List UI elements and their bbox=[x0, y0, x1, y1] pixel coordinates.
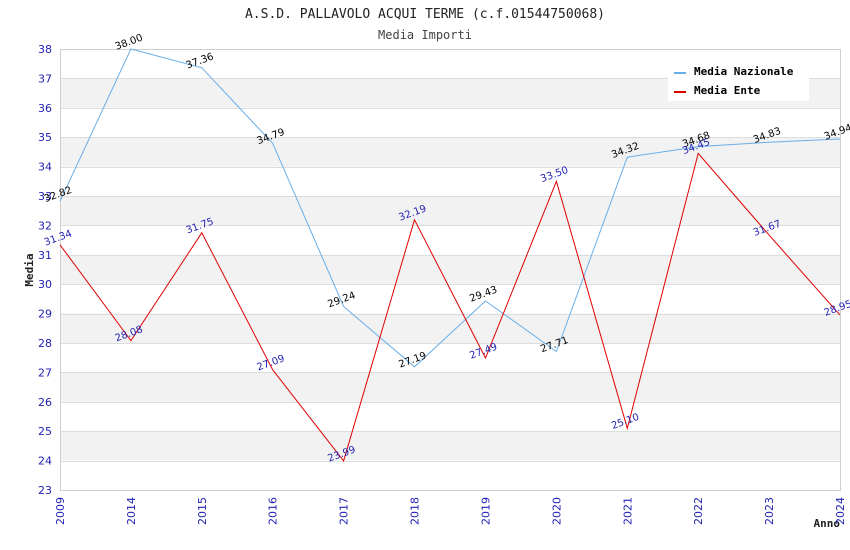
x-tick-label: 2018 bbox=[409, 497, 422, 525]
y-tick-label: 26 bbox=[38, 396, 52, 409]
data-label: 27.19 bbox=[397, 350, 428, 370]
data-label: 25.10 bbox=[610, 412, 641, 432]
y-tick-label: 29 bbox=[38, 308, 52, 321]
grid-band bbox=[60, 431, 840, 461]
grid-bands bbox=[60, 78, 840, 461]
y-tick-label: 37 bbox=[38, 72, 52, 85]
grid-lines bbox=[60, 49, 840, 491]
legend-label-nazionale: Media Nazionale bbox=[694, 65, 794, 78]
y-tick-label: 30 bbox=[38, 278, 52, 291]
grid-band bbox=[60, 254, 840, 285]
x-tick-label: 2014 bbox=[125, 497, 138, 525]
chart-title: A.S.D. PALLAVOLO ACQUI TERME (c.f.015447… bbox=[245, 7, 605, 22]
x-tick-label: 2021 bbox=[621, 497, 634, 525]
data-label: 37.36 bbox=[185, 51, 216, 71]
x-tick-label: 2015 bbox=[196, 497, 209, 525]
data-label: 29.43 bbox=[468, 285, 499, 305]
y-tick-labels: 23 24 25 26 27 28 29 30 31 32 33 34 35 36 37 38 bbox=[38, 43, 52, 497]
y-tick-label: 25 bbox=[38, 425, 52, 438]
y-tick-label: 27 bbox=[38, 366, 52, 379]
x-tick-label: 2023 bbox=[763, 497, 776, 525]
y-tick-label: 34 bbox=[38, 161, 52, 174]
y-tick-label: 23 bbox=[38, 484, 52, 497]
data-label: 27.49 bbox=[468, 342, 499, 362]
y-tick-label: 36 bbox=[38, 102, 52, 115]
x-tick-label: 2022 bbox=[692, 497, 705, 525]
x-tick-label: 2020 bbox=[550, 497, 563, 525]
y-tick-label: 24 bbox=[38, 455, 52, 468]
grid-band bbox=[60, 196, 840, 226]
x-tick-label: 2016 bbox=[267, 497, 280, 525]
data-label: 29.24 bbox=[326, 290, 357, 310]
y-tick-label: 32 bbox=[38, 219, 52, 232]
x-tick-label: 2017 bbox=[338, 497, 351, 525]
plot-border bbox=[60, 49, 841, 491]
grid-band bbox=[60, 313, 840, 343]
x-tick-label: 2024 bbox=[834, 497, 847, 525]
y-axis-label: Media bbox=[23, 253, 36, 286]
y-tick-label: 31 bbox=[38, 249, 52, 262]
series-lines bbox=[59, 48, 841, 462]
legend-box bbox=[668, 62, 809, 101]
chart-subtitle: Media Importi bbox=[378, 28, 472, 42]
y-tick-label: 28 bbox=[38, 337, 52, 350]
legend-label-ente: Media Ente bbox=[694, 84, 761, 97]
y-tick-label: 33 bbox=[38, 190, 52, 203]
data-label: 27.09 bbox=[256, 353, 287, 373]
x-tick-labels: 2009 2014 2015 2016 2017 2018 2019 2020 2021 2022… bbox=[54, 497, 847, 525]
grid-band bbox=[60, 372, 840, 402]
y-tick-label: 35 bbox=[38, 131, 52, 144]
legend: Media Nazionale Media Ente bbox=[668, 62, 809, 101]
grid-band bbox=[60, 137, 840, 167]
series-line-media-ente bbox=[59, 152, 841, 462]
x-tick-label: 2019 bbox=[479, 497, 492, 525]
y-tick-label: 38 bbox=[38, 43, 52, 56]
x-tick-label: 2009 bbox=[54, 497, 67, 525]
series-line-media-nazionale bbox=[59, 48, 841, 368]
x-axis-label: Anno bbox=[814, 517, 841, 530]
